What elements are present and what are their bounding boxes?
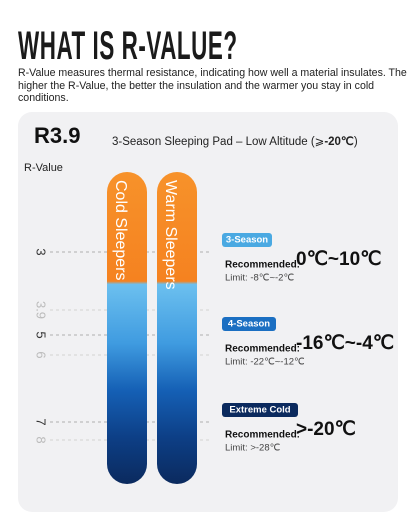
scale-label: 3 [34,248,49,255]
badge: Extreme Cold [229,405,290,416]
subtitle-text: 3-Season Sleeping Pad – Low Altitude (⩾ [112,136,324,148]
bar-label: Cold Sleepers [112,180,129,281]
description: R-Value measures thermal resistance, ind… [18,67,407,104]
badge: 3-Season [226,235,268,246]
subtitle-bold: -20℃ [324,135,354,148]
recommended-value: >-20℃ [296,419,356,440]
scale-label: 3.9 [34,301,49,319]
recommended-label: Recommended: [225,344,300,355]
scale-label: 6 [34,351,49,358]
limit: Limit: -8℃~-2℃ [225,273,294,284]
recommended-label: Recommended: [225,260,300,271]
title: WHAT IS R-VALUE? [18,24,238,68]
badge-bg [222,317,276,331]
bar-cold [107,172,147,484]
badge-bg [222,403,298,417]
limit: Limit: -22℃~-12℃ [225,357,305,368]
badge: 4-Season [228,319,270,330]
bar-label: Warm Sleepers [162,180,179,290]
subtitle-end: ) [354,136,358,148]
axis-label: R-Value [24,162,63,174]
rating: R3.9 [34,123,80,148]
recommended-value: 0℃~10℃ [296,249,381,270]
limit: Limit: >-28℃ [225,443,281,454]
subtitle: 3-Season Sleeping Pad – Low Altitude (⩾-… [112,135,358,148]
bar-warm [157,172,197,484]
recommended-label: Recommended: [225,430,300,441]
panel-bg [18,112,398,512]
badge-bg [222,233,272,247]
scale-label: 5 [34,331,49,338]
scale-label: 8 [34,436,49,443]
recommended-value: -16℃~-4℃ [296,333,394,354]
scale-label: 7 [34,418,49,425]
